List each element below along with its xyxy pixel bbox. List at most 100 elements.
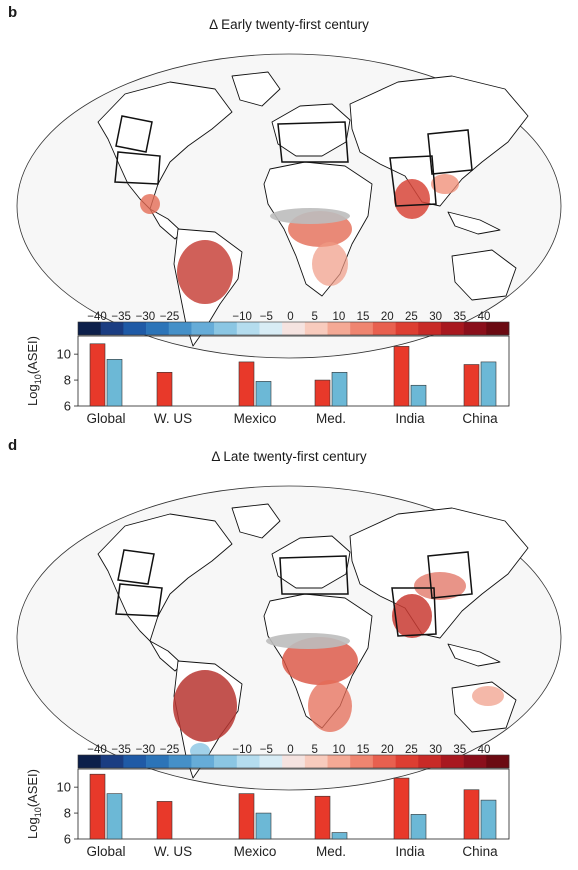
colorbar-swatch <box>486 755 510 768</box>
bar-red-mexico <box>238 793 255 840</box>
colorbar-tick-label: 30 <box>429 311 442 323</box>
colorbar-swatch <box>123 755 147 768</box>
colorbar-swatch <box>327 322 351 335</box>
category-label: Mexico <box>234 844 277 859</box>
anomaly-region <box>392 594 432 638</box>
colorbar-tick-label: 20 <box>381 744 394 756</box>
anomaly-region <box>394 179 430 219</box>
category-label: W. US <box>154 411 192 426</box>
colorbar-swatch <box>168 755 192 768</box>
colorbar-swatch <box>123 322 147 335</box>
anomaly-region <box>472 686 504 706</box>
colorbar-swatch <box>146 322 170 335</box>
region-box-china <box>427 129 473 175</box>
colorbar-tick-label: 35 <box>453 311 466 323</box>
colorbar-tick-label: −40 <box>87 744 107 756</box>
bar-red-med <box>314 379 331 407</box>
colorbar-swatch <box>350 322 374 335</box>
category-label: Med. <box>316 411 346 426</box>
colorbar-tick-label: 40 <box>478 311 491 323</box>
bar-blue-mexico <box>255 812 272 840</box>
region-box-china <box>427 551 473 599</box>
y-axis-label: Log10(ASEI) <box>25 336 43 406</box>
colorbar-swatch <box>440 322 464 335</box>
y-tick-label: 6 <box>64 399 71 414</box>
bar-red-india <box>393 777 410 840</box>
colorbar-swatch <box>236 755 260 768</box>
colorbar-tick-label: −25 <box>160 311 180 323</box>
colorbar-swatch <box>350 755 374 768</box>
colorbar-tick-label: 20 <box>381 311 394 323</box>
colorbar-swatch <box>463 322 487 335</box>
plot-frame <box>77 335 510 407</box>
colorbar: −40 −35 −30 −25 −10 −5 0 5 10 15 20 25 30 35 40 <box>77 744 510 769</box>
bar-red-med <box>314 795 331 840</box>
world-map-early <box>16 53 562 359</box>
bar-red-mexico <box>238 361 255 407</box>
bar-red-wus <box>156 801 173 840</box>
bar-blue-mexico <box>255 381 272 407</box>
colorbar-frame <box>77 754 510 769</box>
y-tick-label: 8 <box>64 373 71 388</box>
colorbar-tick-label: 40 <box>478 744 491 756</box>
colorbar-frame <box>77 321 510 336</box>
bar-blue-china <box>480 799 497 840</box>
y-tick-label: 6 <box>64 832 71 847</box>
panel-title-late: Δ Late twenty-first century <box>211 449 367 464</box>
colorbar-tick-label: 5 <box>311 744 317 756</box>
region-box-india <box>389 155 437 207</box>
colorbar-tick-label: −35 <box>111 744 131 756</box>
anomaly-region <box>282 637 358 685</box>
y-tick-label: 10 <box>57 780 71 795</box>
anomaly-region <box>266 633 350 649</box>
colorbar-swatch <box>327 755 351 768</box>
region-box-mexico <box>114 151 161 185</box>
colorbar-tick-label: −5 <box>260 744 273 756</box>
colorbar-swatch <box>395 755 419 768</box>
colorbar-tick-label: 5 <box>311 311 317 323</box>
bar-red-china <box>463 789 480 840</box>
colorbar-swatch <box>214 755 238 768</box>
bar-blue-india <box>410 384 427 407</box>
panel-letter-b: b <box>8 4 18 21</box>
y-tick-label: 10 <box>57 347 71 362</box>
colorbar-swatch <box>282 755 306 768</box>
colorbar: −40 −35 −30 −25 −10 −5 0 5 10 15 20 25 30 35 40 <box>77 311 510 336</box>
colorbar-tick-label: 15 <box>357 311 370 323</box>
panel-letter-d: d <box>8 437 18 454</box>
colorbar-swatch <box>78 755 101 768</box>
continent-outline <box>447 211 501 235</box>
bar-blue-global <box>106 359 123 407</box>
category-label: W. US <box>154 844 192 859</box>
colorbar-tick-label: −35 <box>111 311 131 323</box>
continent-outline <box>231 71 281 107</box>
colorbar-swatch <box>463 755 487 768</box>
colorbar-swatch <box>191 755 215 768</box>
colorbar-swatch <box>304 755 328 768</box>
anomaly-region <box>140 194 160 214</box>
bar-chart-late: −40 −35 −30 −25 −10 −5 0 5 10 15 20 25 30 35 40 6 8 10 Log… <box>25 744 510 859</box>
category-label: China <box>462 411 498 426</box>
anomaly-region <box>308 680 352 732</box>
anomaly-region <box>414 572 466 600</box>
colorbar-tick-label: 10 <box>332 744 345 756</box>
bar-red-global <box>89 773 106 840</box>
colorbar-swatch <box>372 322 396 335</box>
colorbar-swatch <box>146 755 170 768</box>
region-box-mexico <box>115 583 163 617</box>
anomaly-region <box>177 240 233 304</box>
bar-blue-china <box>480 361 497 407</box>
colorbar-swatch <box>168 322 192 335</box>
colorbar-tick-label: 30 <box>429 744 442 756</box>
region-box-w-us <box>117 549 155 585</box>
colorbar-swatch <box>259 322 283 335</box>
colorbar-swatch <box>418 755 442 768</box>
colorbar-tick-label: −40 <box>87 311 107 323</box>
category-label: China <box>462 844 498 859</box>
colorbar-tick-label: 0 <box>287 311 293 323</box>
world-map-late <box>16 485 562 791</box>
category-label: Global <box>86 844 125 859</box>
bar-blue-india <box>410 814 427 840</box>
colorbar-tick-label: −25 <box>160 744 180 756</box>
anomaly-region <box>312 242 348 286</box>
